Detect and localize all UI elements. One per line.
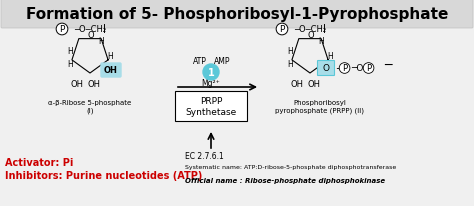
Text: H: H bbox=[67, 60, 73, 69]
FancyBboxPatch shape bbox=[1, 0, 473, 29]
FancyBboxPatch shape bbox=[101, 64, 121, 78]
Text: ─: ─ bbox=[384, 58, 392, 71]
Text: OH: OH bbox=[88, 80, 100, 89]
Text: 1: 1 bbox=[208, 68, 214, 78]
Text: OH: OH bbox=[71, 80, 83, 89]
Text: OH: OH bbox=[104, 66, 118, 75]
Text: ATP: ATP bbox=[193, 57, 207, 66]
Text: H: H bbox=[98, 36, 104, 45]
Text: Phosphoribosyl
pyrophosphate (PRPP) (II): Phosphoribosyl pyrophosphate (PRPP) (II) bbox=[275, 99, 365, 114]
Text: H: H bbox=[318, 36, 324, 45]
Text: PRPP
Synthetase: PRPP Synthetase bbox=[185, 96, 237, 116]
Text: Activator: Pi: Activator: Pi bbox=[5, 157, 73, 167]
Text: AMP: AMP bbox=[214, 57, 230, 66]
Text: P: P bbox=[342, 64, 347, 73]
Text: Official name : Ribose-phosphate diphosphokinase: Official name : Ribose-phosphate diphosp… bbox=[185, 177, 385, 183]
Text: Formation of 5- Phosphoribosyl-1-Pyrophosphate: Formation of 5- Phosphoribosyl-1-Pyropho… bbox=[26, 7, 448, 22]
Text: OH: OH bbox=[308, 80, 320, 89]
FancyBboxPatch shape bbox=[318, 61, 335, 76]
Text: H: H bbox=[287, 47, 293, 56]
Text: Mg²⁺: Mg²⁺ bbox=[201, 79, 220, 88]
Text: α-β-Ribose 5-phosphate
(I): α-β-Ribose 5-phosphate (I) bbox=[48, 99, 132, 114]
Text: H: H bbox=[67, 47, 73, 56]
Circle shape bbox=[203, 65, 219, 81]
Text: ─O─CH₂: ─O─CH₂ bbox=[294, 25, 326, 34]
Text: ─O─: ─O─ bbox=[351, 64, 369, 73]
Text: ─: ─ bbox=[336, 64, 342, 74]
Text: EC 2.7.6.1: EC 2.7.6.1 bbox=[185, 152, 224, 161]
Text: OH: OH bbox=[291, 80, 303, 89]
FancyBboxPatch shape bbox=[175, 91, 247, 121]
Text: Systematic name: ATP:D-ribose-5-phosphate diphosphotransferase: Systematic name: ATP:D-ribose-5-phosphat… bbox=[185, 165, 396, 170]
Text: ─O─CH₂: ─O─CH₂ bbox=[74, 25, 106, 34]
Text: H: H bbox=[326, 62, 332, 71]
Text: H: H bbox=[327, 52, 333, 61]
Text: H: H bbox=[287, 60, 293, 69]
Text: P: P bbox=[59, 25, 64, 34]
Text: O: O bbox=[308, 31, 314, 40]
Text: O: O bbox=[88, 31, 94, 40]
Text: H: H bbox=[107, 52, 113, 61]
Text: P: P bbox=[366, 64, 371, 73]
Text: O: O bbox=[322, 64, 329, 73]
Text: Inhibitors: Purine nucleotides (ATP): Inhibitors: Purine nucleotides (ATP) bbox=[5, 170, 202, 180]
Text: P: P bbox=[279, 25, 285, 34]
